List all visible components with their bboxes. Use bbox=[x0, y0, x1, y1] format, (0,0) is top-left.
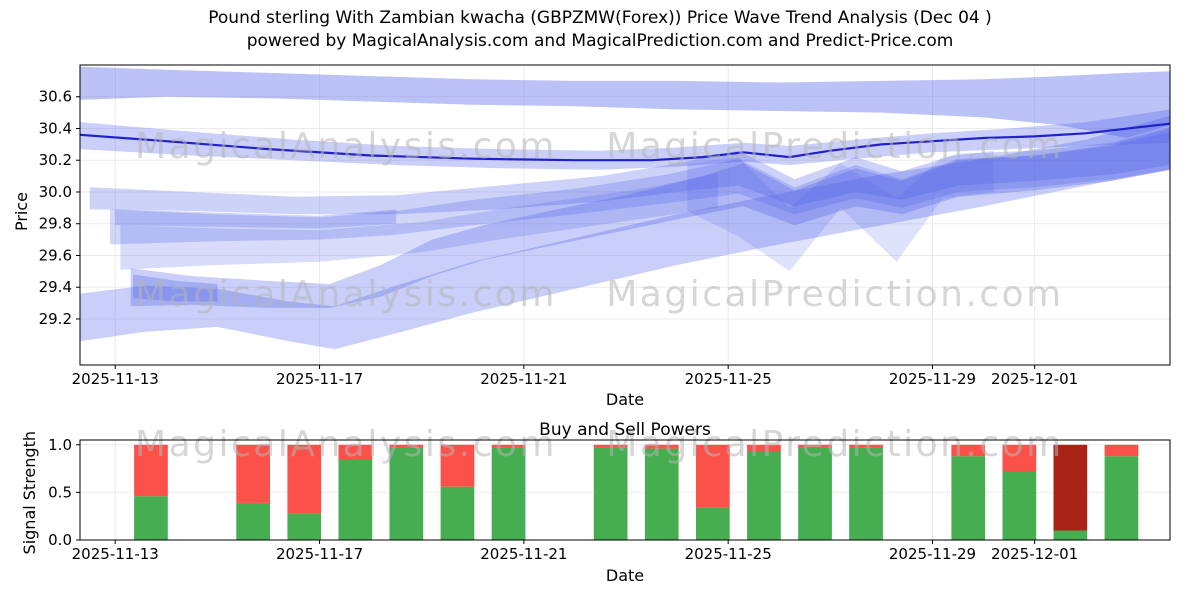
band-left-blob bbox=[133, 274, 218, 302]
trend-line bbox=[79, 122, 1171, 162]
tick-label: 29.2 bbox=[39, 310, 72, 328]
buy-bar-2025-11-25 bbox=[696, 507, 730, 540]
sell-bar-2025-12-01 bbox=[1002, 444, 1037, 472]
band-mid-band-c bbox=[120, 172, 718, 270]
price-trend bbox=[79, 122, 1171, 162]
tick-label: 2025-11-25 bbox=[685, 545, 772, 563]
buy-bar-2025-11-24 bbox=[644, 448, 679, 540]
watermark-text: MagicalAnalysis.com bbox=[135, 126, 557, 167]
date-axis-label-top: Date bbox=[605, 390, 645, 409]
buy-bar-2025-11-19 bbox=[389, 447, 424, 540]
buy-sell-powers-title: Buy and Sell Powers bbox=[539, 420, 711, 440]
sell-bar-2025-11-23 bbox=[593, 444, 628, 448]
watermark-text: MagicalAnalysis.com bbox=[135, 274, 557, 315]
price-bands bbox=[80, 66, 1171, 350]
watermark-text: MagicalAnalysis.com bbox=[135, 424, 557, 465]
sell-bar-2025-11-27 bbox=[798, 444, 832, 448]
sell-bar-2025-11-20 bbox=[440, 444, 475, 487]
sell-bar-2025-11-24 bbox=[644, 444, 679, 449]
sell-bar-2025-11-25 bbox=[696, 444, 730, 508]
tick-label: 30.6 bbox=[39, 88, 72, 106]
sell-bar-2025-11-19 bbox=[389, 444, 424, 448]
tick-label: 2025-11-29 bbox=[889, 370, 976, 388]
watermark-text: MagicalPrediction.com bbox=[606, 126, 1064, 167]
tick-label: 29.4 bbox=[39, 278, 72, 296]
sell-bar-2025-11-28 bbox=[849, 444, 883, 448]
tick-label: 0.0 bbox=[48, 531, 72, 549]
band-left-strip bbox=[115, 209, 397, 229]
sell-bar-2025-11-16 bbox=[236, 444, 270, 503]
tick-label: 2025-11-21 bbox=[480, 370, 567, 388]
tick-label: 30.4 bbox=[39, 119, 72, 137]
tick-labels: 2025-11-13 2025-11-17 2025-11-21 2025-11-25… bbox=[39, 88, 1079, 563]
sell-bar-2025-12-03 bbox=[1104, 444, 1139, 457]
tick-label: 2025-11-17 bbox=[276, 370, 363, 388]
band-lower-envelope bbox=[80, 115, 1170, 350]
price-axes-frame bbox=[79, 64, 1171, 366]
tick-label: 2025-11-13 bbox=[72, 545, 159, 563]
watermarks: MagicalAnalysis.com MagicalPrediction.com… bbox=[135, 126, 1064, 465]
sell-bar-2025-11-18 bbox=[338, 444, 373, 460]
buy-bar-2025-11-26 bbox=[747, 451, 781, 540]
tick-label: 2025-11-13 bbox=[72, 370, 159, 388]
tick-label: 1.0 bbox=[48, 436, 72, 454]
sell-bar-2025-11-17 bbox=[287, 444, 322, 514]
buy-bar-2025-11-21 bbox=[491, 447, 526, 540]
band-mid-band-a bbox=[89, 126, 1171, 215]
sell-bar-2025-12-02 bbox=[1053, 444, 1088, 531]
buy-bar-2025-11-20 bbox=[440, 486, 475, 540]
buy-bar-2025-11-18 bbox=[338, 460, 373, 540]
tick-label: 2025-11-25 bbox=[685, 370, 772, 388]
tick-label: 30.2 bbox=[39, 151, 72, 169]
price-grid bbox=[80, 65, 1170, 365]
price-axis-label: Price bbox=[12, 192, 31, 232]
sell-bar-2025-11-14 bbox=[134, 444, 168, 497]
buy-bar-2025-11-16 bbox=[236, 502, 270, 540]
buy-bar-2025-12-02 bbox=[1053, 530, 1088, 540]
tick-label: 2025-12-01 bbox=[991, 545, 1078, 563]
tick-label: 2025-11-17 bbox=[276, 545, 363, 563]
tick-label: 2025-11-29 bbox=[889, 545, 976, 563]
sell-bar-2025-11-21 bbox=[491, 444, 526, 448]
tick-label: 0.5 bbox=[48, 483, 72, 501]
band-oscillation-band bbox=[687, 150, 994, 272]
tick-label: 2025-11-21 bbox=[480, 545, 567, 563]
figure-title: Pound sterling With Zambian kwacha (GBPZ… bbox=[208, 8, 992, 28]
signal-strength-axis-label: Signal Strength bbox=[20, 431, 39, 555]
band-rising-band bbox=[130, 128, 1171, 308]
tick-label: 30.0 bbox=[39, 183, 72, 201]
sell-bar-2025-11-26 bbox=[747, 444, 781, 452]
tick-label: 29.8 bbox=[39, 215, 72, 233]
watermark-text: MagicalPrediction.com bbox=[606, 274, 1064, 315]
watermark-text: MagicalPrediction.com bbox=[606, 424, 1064, 465]
signal-bars bbox=[134, 444, 1139, 540]
band-upper-envelope bbox=[80, 66, 1170, 138]
buy-bar-2025-11-27 bbox=[798, 447, 832, 540]
axes bbox=[79, 64, 1171, 541]
buy-bar-2025-12-03 bbox=[1104, 456, 1139, 540]
buy-bar-2025-11-14 bbox=[134, 496, 168, 540]
band-mid-band-b bbox=[110, 131, 1171, 245]
buy-bar-2025-11-28 bbox=[849, 447, 883, 540]
sell-bar-2025-11-30 bbox=[951, 444, 986, 457]
buy-bar-2025-11-30 bbox=[951, 456, 986, 540]
date-axis-label-bottom: Date bbox=[605, 566, 645, 585]
buy-bar-2025-11-17 bbox=[287, 513, 322, 540]
buy-bar-2025-11-23 bbox=[593, 447, 628, 540]
signal-axes-frame bbox=[79, 439, 1171, 541]
tick-label: 29.6 bbox=[39, 246, 72, 264]
figure-subtitle: powered by MagicalAnalysis.com and Magic… bbox=[246, 31, 954, 51]
buy-bar-2025-12-01 bbox=[1002, 471, 1037, 540]
tick-label: 2025-12-01 bbox=[991, 370, 1078, 388]
